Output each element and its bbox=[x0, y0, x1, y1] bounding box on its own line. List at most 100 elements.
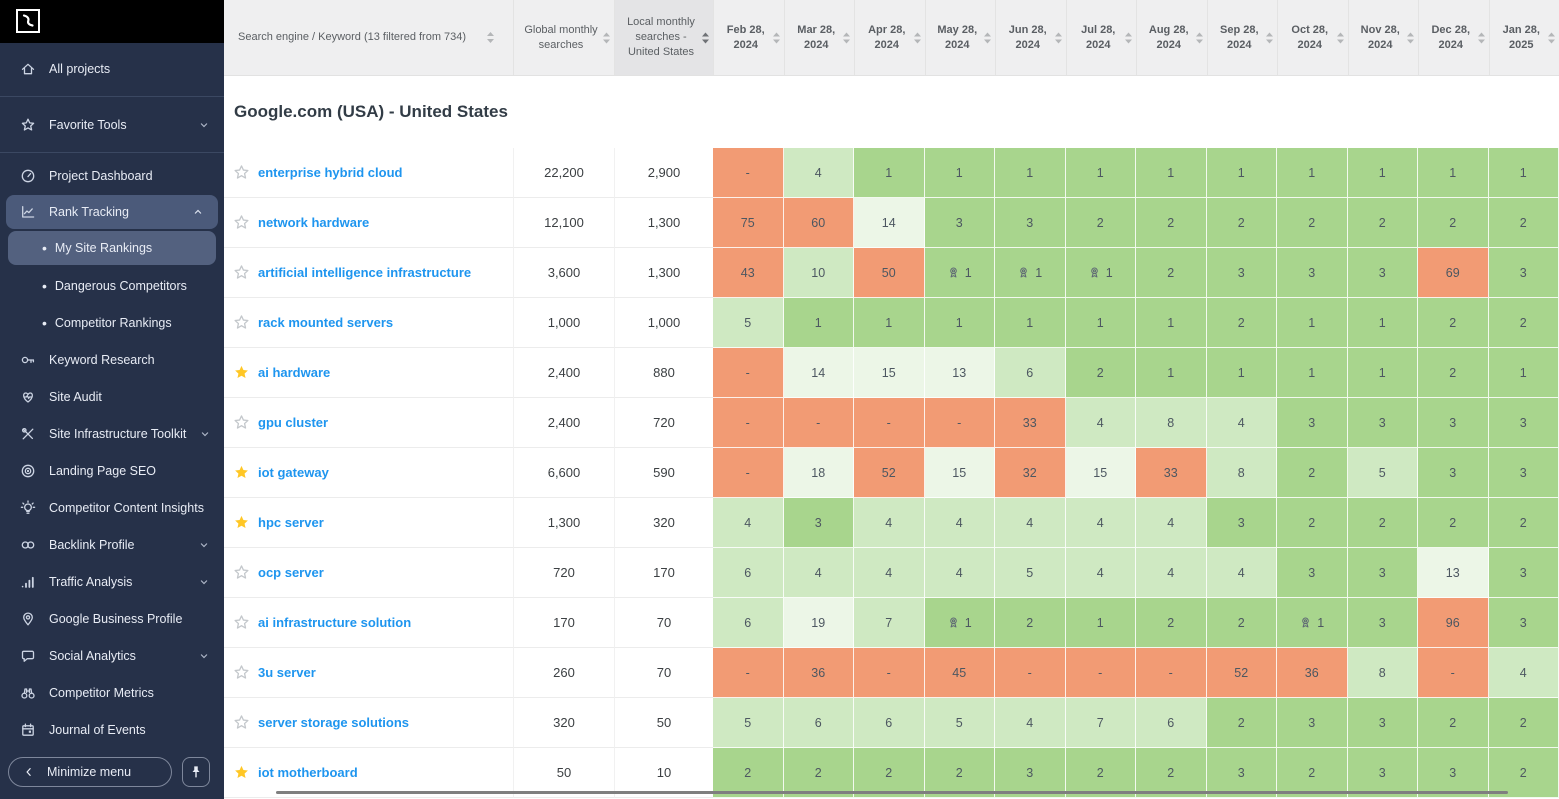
sidebar-item-social-analytics[interactable]: Social Analytics bbox=[0, 637, 224, 674]
rank-value: 33 bbox=[1163, 465, 1178, 480]
keyword-link[interactable]: iot gateway bbox=[258, 465, 329, 480]
keyword-cell: network hardware bbox=[258, 198, 513, 248]
sidebar-item-keyword-research[interactable]: Keyword Research bbox=[0, 341, 224, 378]
keyword-link[interactable]: ai infrastructure solution bbox=[258, 615, 412, 630]
column-header-date-jan-28-2025[interactable]: Jan 28, 2025 bbox=[1488, 0, 1559, 75]
keyword-link[interactable]: iot motherboard bbox=[258, 765, 358, 780]
keyword-link[interactable]: enterprise hybrid cloud bbox=[258, 165, 403, 180]
column-header-date-mar-28-2024[interactable]: Mar 28, 2024 bbox=[783, 0, 855, 75]
sidebar-item-rank-tracking[interactable]: Rank Tracking bbox=[6, 195, 218, 229]
column-header-date-aug-28-2024[interactable]: Aug 28, 2024 bbox=[1136, 0, 1207, 75]
rank-cell: 4 bbox=[995, 498, 1066, 548]
column-header-local-searches[interactable]: Local monthly searches - United States bbox=[614, 0, 713, 75]
rank-cell: 3 bbox=[1488, 548, 1559, 598]
favorite-star-toggle[interactable] bbox=[224, 498, 258, 548]
keyword-link[interactable]: hpc server bbox=[258, 515, 324, 530]
rank-cell: 3 bbox=[1277, 398, 1348, 448]
rank-cell: 7 bbox=[1065, 698, 1136, 748]
rank-cell: 4 bbox=[1488, 648, 1559, 698]
sidebar-item-backlink-profile[interactable]: Backlink Profile bbox=[0, 526, 224, 563]
rank-value: 4 bbox=[1237, 565, 1245, 580]
keyword-link[interactable]: ai hardware bbox=[258, 365, 331, 380]
sort-icon bbox=[1477, 31, 1486, 44]
sort-icon bbox=[842, 31, 851, 44]
sidebar-subitem-competitor-rankings[interactable]: • Competitor Rankings bbox=[0, 304, 224, 341]
sidebar-item-google-business-profile[interactable]: Google Business Profile bbox=[0, 600, 224, 637]
sort-icon bbox=[1054, 31, 1063, 44]
sidebar-subitem-my-site-rankings[interactable]: • My Site Rankings bbox=[8, 231, 216, 265]
rank-cell: 6 bbox=[995, 348, 1066, 398]
keyword-link[interactable]: server storage solutions bbox=[258, 715, 409, 730]
column-header-date-may-28-2024[interactable]: May 28, 2024 bbox=[924, 0, 996, 75]
sidebar-item-label: Site Infrastructure Toolkit bbox=[49, 426, 187, 441]
rank-value: 75 bbox=[740, 215, 755, 230]
sidebar-item-journal-of-events[interactable]: Journal of Events bbox=[0, 711, 224, 748]
column-header-date-apr-28-2024[interactable]: Apr 28, 2024 bbox=[854, 0, 925, 75]
favorite-star-toggle[interactable] bbox=[224, 348, 258, 398]
keyword-link[interactable]: 3u server bbox=[258, 665, 316, 680]
minimize-menu-button[interactable]: Minimize menu bbox=[8, 757, 172, 787]
sidebar-item-landing-page-seo[interactable]: Landing Page SEO bbox=[0, 452, 224, 489]
keyword-link[interactable]: ocp server bbox=[258, 565, 324, 580]
column-header-date-oct-28-2024[interactable]: Oct 28, 2024 bbox=[1277, 0, 1348, 75]
column-header-global-searches[interactable]: Global monthly searches bbox=[513, 0, 614, 75]
keyword-link[interactable]: gpu cluster bbox=[258, 415, 329, 430]
rank-cell: 2 bbox=[1347, 198, 1418, 248]
chevron-down-icon bbox=[199, 428, 211, 440]
column-header-keyword[interactable]: Search engine / Keyword (13 filtered fro… bbox=[224, 0, 513, 75]
favorite-star-toggle[interactable] bbox=[224, 298, 258, 348]
rank-value: 32 bbox=[1022, 465, 1037, 480]
favorite-star-toggle[interactable] bbox=[224, 598, 258, 648]
rank-value: 19 bbox=[811, 615, 826, 630]
rank-value: 3 bbox=[1308, 415, 1316, 430]
rank-cell: - bbox=[995, 648, 1066, 698]
rank-cell: 2 bbox=[854, 748, 925, 798]
keyword-link[interactable]: rack mounted servers bbox=[258, 315, 394, 330]
horizontal-scrollbar[interactable] bbox=[276, 791, 1508, 794]
favorite-star-toggle[interactable] bbox=[224, 548, 258, 598]
rank-cell: 8 bbox=[1206, 448, 1277, 498]
favorite-star-toggle[interactable] bbox=[224, 148, 258, 198]
favorite-star-toggle[interactable] bbox=[224, 748, 258, 798]
table-row-ocp-server: ocp server 720 170 6 4 4 4 5 4 4 4 3 3 13 3 bbox=[224, 548, 1559, 598]
favorite-star-toggle[interactable] bbox=[224, 198, 258, 248]
rank-cell: - bbox=[713, 348, 784, 398]
rank-value: 3 bbox=[1026, 215, 1034, 230]
rank-value: 8 bbox=[1378, 665, 1386, 680]
column-header-date-jul-28-2024[interactable]: Jul 28, 2024 bbox=[1065, 0, 1137, 75]
sidebar-item-site-audit[interactable]: Site Audit bbox=[0, 378, 224, 415]
keyword-link[interactable]: network hardware bbox=[258, 215, 370, 230]
favorite-star-toggle[interactable] bbox=[224, 648, 258, 698]
sidebar-item-favorite-tools[interactable]: Favorite Tools bbox=[0, 101, 224, 148]
rank-cell: 6 bbox=[1136, 698, 1207, 748]
sidebar-item-all-projects[interactable]: All projects bbox=[0, 45, 224, 92]
sidebar-item-traffic-analysis[interactable]: Traffic Analysis bbox=[0, 563, 224, 600]
sidebar-subitem-dangerous-competitors[interactable]: • Dangerous Competitors bbox=[0, 267, 224, 304]
sidebar-item-competitor-metrics[interactable]: Competitor Metrics bbox=[0, 674, 224, 711]
column-header-date-nov-28-2024[interactable]: Nov 28, 2024 bbox=[1347, 0, 1419, 75]
rank-cell: 43 bbox=[713, 248, 784, 298]
rank-cell: 1 bbox=[854, 298, 925, 348]
rank-value: 4 bbox=[1096, 515, 1104, 530]
rank-value: 1 bbox=[1378, 165, 1386, 180]
pin-menu-button[interactable] bbox=[182, 757, 210, 787]
rank-cell: 32 bbox=[995, 448, 1066, 498]
column-header-date-dec-28-2024[interactable]: Dec 28, 2024 bbox=[1418, 0, 1489, 75]
sidebar-item-project-dashboard[interactable]: Project Dashboard bbox=[0, 157, 224, 194]
favorite-star-toggle[interactable] bbox=[224, 448, 258, 498]
keyword-link[interactable]: artificial intelligence infrastructure bbox=[258, 265, 472, 280]
brand-logo[interactable] bbox=[16, 9, 40, 33]
sidebar-item-site-infrastructure-toolkit[interactable]: Site Infrastructure Toolkit bbox=[0, 415, 224, 452]
favorite-star-toggle[interactable] bbox=[224, 698, 258, 748]
favorite-star-toggle[interactable] bbox=[224, 398, 258, 448]
favorite-star-toggle[interactable] bbox=[224, 248, 258, 298]
column-header-date-feb-28-2024[interactable]: Feb 28, 2024 bbox=[713, 0, 784, 75]
sidebar-item-competitor-content-insights[interactable]: Competitor Content Insights bbox=[0, 489, 224, 526]
rank-value: 2 bbox=[1308, 765, 1316, 780]
rank-value: 4 bbox=[1237, 415, 1245, 430]
rank-value: 5 bbox=[744, 715, 752, 730]
column-header-date-sep-28-2024[interactable]: Sep 28, 2024 bbox=[1206, 0, 1278, 75]
rank-cell: 2 bbox=[1418, 498, 1489, 548]
rank-value: 4 bbox=[1167, 515, 1175, 530]
column-header-date-jun-28-2024[interactable]: Jun 28, 2024 bbox=[995, 0, 1066, 75]
